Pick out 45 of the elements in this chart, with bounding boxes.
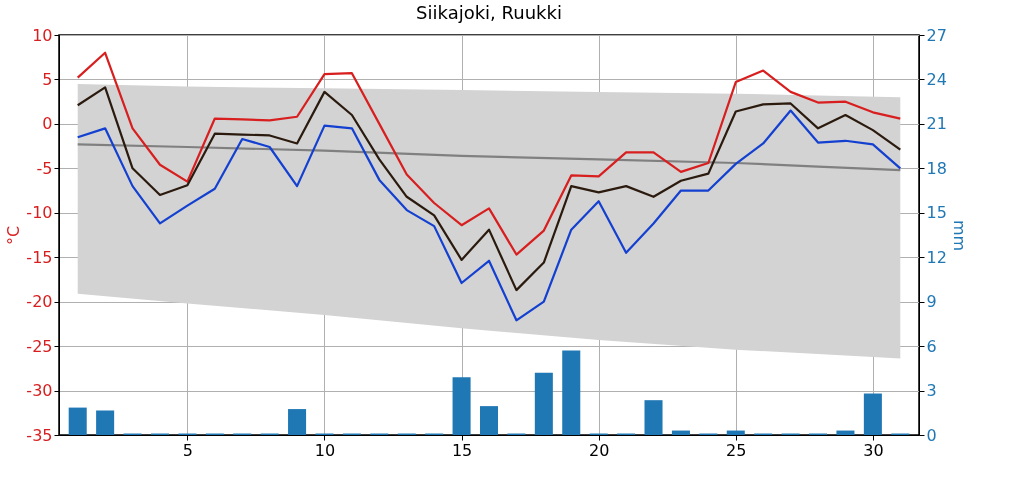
y-tick-label: 5 — [42, 69, 53, 89]
y2-tick-label: 9 — [926, 292, 937, 312]
y-tick-label: 0 — [42, 114, 53, 134]
bar — [726, 430, 745, 435]
y-tick-label: -35 — [26, 425, 53, 445]
line-series — [76, 109, 902, 322]
chart-title: Siikajoki, Ruukki — [416, 2, 562, 23]
bar — [288, 409, 307, 435]
bar — [644, 400, 663, 435]
y2-tick-label: 21 — [926, 114, 947, 134]
bar — [96, 410, 115, 435]
bar — [452, 377, 471, 435]
y-tick-label: -25 — [26, 336, 53, 356]
x-tick-label: 15 — [451, 440, 473, 460]
y2-tick-label: 24 — [926, 69, 947, 89]
y2-tick-label: 0 — [926, 425, 937, 445]
y2-tick-label: 12 — [926, 247, 947, 267]
y-tick-label: -20 — [26, 292, 53, 312]
y-axis-title: °C — [4, 225, 24, 246]
y-tick-label: 10 — [32, 25, 53, 45]
y-tick-label: -10 — [26, 203, 53, 223]
y-tick-label: -30 — [26, 381, 53, 401]
line-series — [76, 51, 902, 256]
x-tick-label: 10 — [314, 440, 336, 460]
bar — [479, 406, 499, 435]
bar — [68, 407, 87, 435]
x-tick-label: 30 — [863, 440, 884, 460]
bar — [836, 430, 855, 435]
bar — [863, 393, 882, 435]
y2-tick-label: 18 — [926, 158, 947, 178]
y2-tick-label: 6 — [926, 336, 937, 356]
bar — [671, 430, 690, 435]
x-tick-label: 5 — [182, 440, 193, 460]
line-series — [76, 86, 902, 292]
line-series — [76, 143, 902, 172]
y2-axis-title: mm — [949, 219, 969, 252]
y-tick-label: -15 — [26, 247, 53, 267]
x-tick-label: 20 — [589, 440, 610, 460]
y2-tick-label: 3 — [926, 381, 937, 401]
bar — [534, 372, 553, 435]
y-tick-label: -5 — [36, 158, 53, 178]
y2-tick-label: 15 — [926, 203, 947, 223]
bar — [562, 350, 581, 435]
y2-tick-label: 27 — [926, 25, 947, 45]
x-tick-label: 25 — [726, 440, 747, 460]
